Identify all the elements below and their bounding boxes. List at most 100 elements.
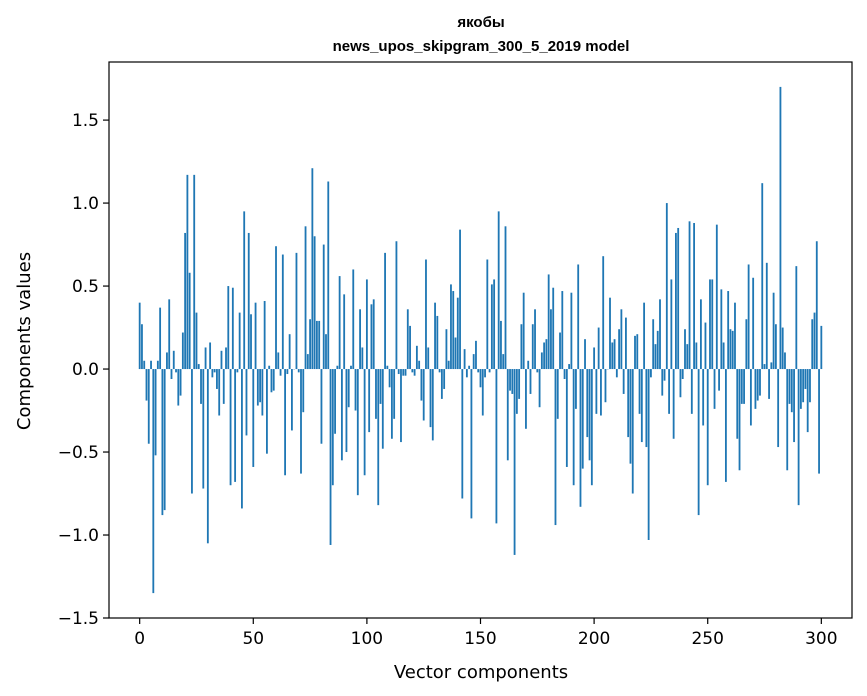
bar-151 [481,369,484,416]
bar-103 [372,299,375,370]
x-axis-label: Vector components [394,662,568,683]
bar-258 [724,369,727,482]
bar-292 [802,369,805,403]
bar-127 [427,347,430,370]
bar-4 [147,369,150,444]
bar-45 [241,369,243,509]
x-tick-label: 50 [242,629,264,649]
bar-24 [193,174,196,370]
bar-19 [181,332,184,370]
bar-233 [668,369,670,414]
bar-237 [677,227,680,370]
bar-165 [513,369,516,555]
bar-124 [420,369,423,401]
bar-132 [438,369,441,373]
bar-14 [170,369,173,379]
bars-group [138,86,823,594]
bar-189 [568,364,571,370]
bar-232 [665,203,668,370]
bar-255 [718,369,720,391]
bar-29 [204,347,207,370]
bar-191 [572,369,575,486]
bar-5 [150,360,152,370]
bar-185 [559,332,561,370]
bar-257 [722,342,725,370]
bar-110 [388,369,391,388]
bar-168 [520,324,523,370]
bar-143 [463,349,466,370]
chart-title: якобы [457,14,504,31]
bar-209 [613,339,616,370]
bar-146 [470,369,473,519]
bar-111 [390,369,393,439]
bar-90 [343,294,346,370]
bar-80 [320,369,323,444]
bar-38 [225,347,227,370]
bar-145 [468,365,471,370]
y-axis-label: Components values [14,252,35,430]
x-tick-label: 150 [464,629,496,649]
bar-46 [243,211,246,370]
bar-261 [731,330,734,370]
bar-28 [202,369,205,489]
bar-49 [250,314,252,370]
bar-230 [661,369,664,396]
bar-66 [288,334,291,370]
bar-116 [402,369,405,376]
bar-281 [777,369,780,448]
bar-227 [654,344,657,370]
bar-125 [422,369,425,421]
bar-7 [154,369,157,456]
y-tick-label: −1.5 [58,609,99,629]
y-axis-ticks: −1.5 −1.0 −0.5 0.0 0.5 1.0 1.5 [58,111,109,629]
bar-44 [238,312,241,370]
bar-70 [297,369,300,373]
bar-53 [259,369,262,403]
x-tick-label: 100 [351,629,383,649]
x-tick-label: 300 [805,629,837,649]
bar-22 [188,272,191,370]
bar-176 [538,369,541,408]
bar-126 [425,259,427,370]
bar-213 [622,369,625,394]
bar-8 [156,360,159,370]
bar-155 [490,284,493,370]
bar-200 [593,347,596,370]
bar-64 [284,369,286,476]
bar-23 [191,369,193,494]
bar-236 [675,232,677,370]
bar-1 [141,324,143,370]
bar-192 [575,369,577,409]
bar-109 [386,365,389,370]
bar-266 [743,369,745,404]
bar-210 [615,369,618,378]
bar-0 [138,302,141,370]
bar-217 [631,369,634,494]
bar-249 [704,322,707,370]
bar-75 [309,319,311,370]
bar-2 [143,360,146,370]
bar-204 [602,256,605,370]
bar-50 [252,369,255,467]
bar-13 [168,299,171,370]
bar-251 [709,279,711,370]
bar-167 [518,369,521,399]
bar-48 [247,232,250,370]
bar-244 [693,222,695,370]
bar-273 [759,369,761,396]
bar-240 [684,329,686,370]
bar-108 [384,252,386,370]
bar-241 [686,344,689,370]
bar-128 [429,369,432,428]
bar-107 [381,369,384,449]
bar-175 [536,369,539,373]
bar-59 [272,369,275,391]
bar-268 [747,264,750,370]
bar-10 [161,369,164,516]
x-axis-ticks: 0 50 100 150 200 250 300 [134,618,838,649]
bar-276 [765,262,768,370]
bar-57 [268,365,271,370]
bar-30 [206,369,209,544]
bar-81 [322,244,325,370]
bar-72 [302,369,305,413]
